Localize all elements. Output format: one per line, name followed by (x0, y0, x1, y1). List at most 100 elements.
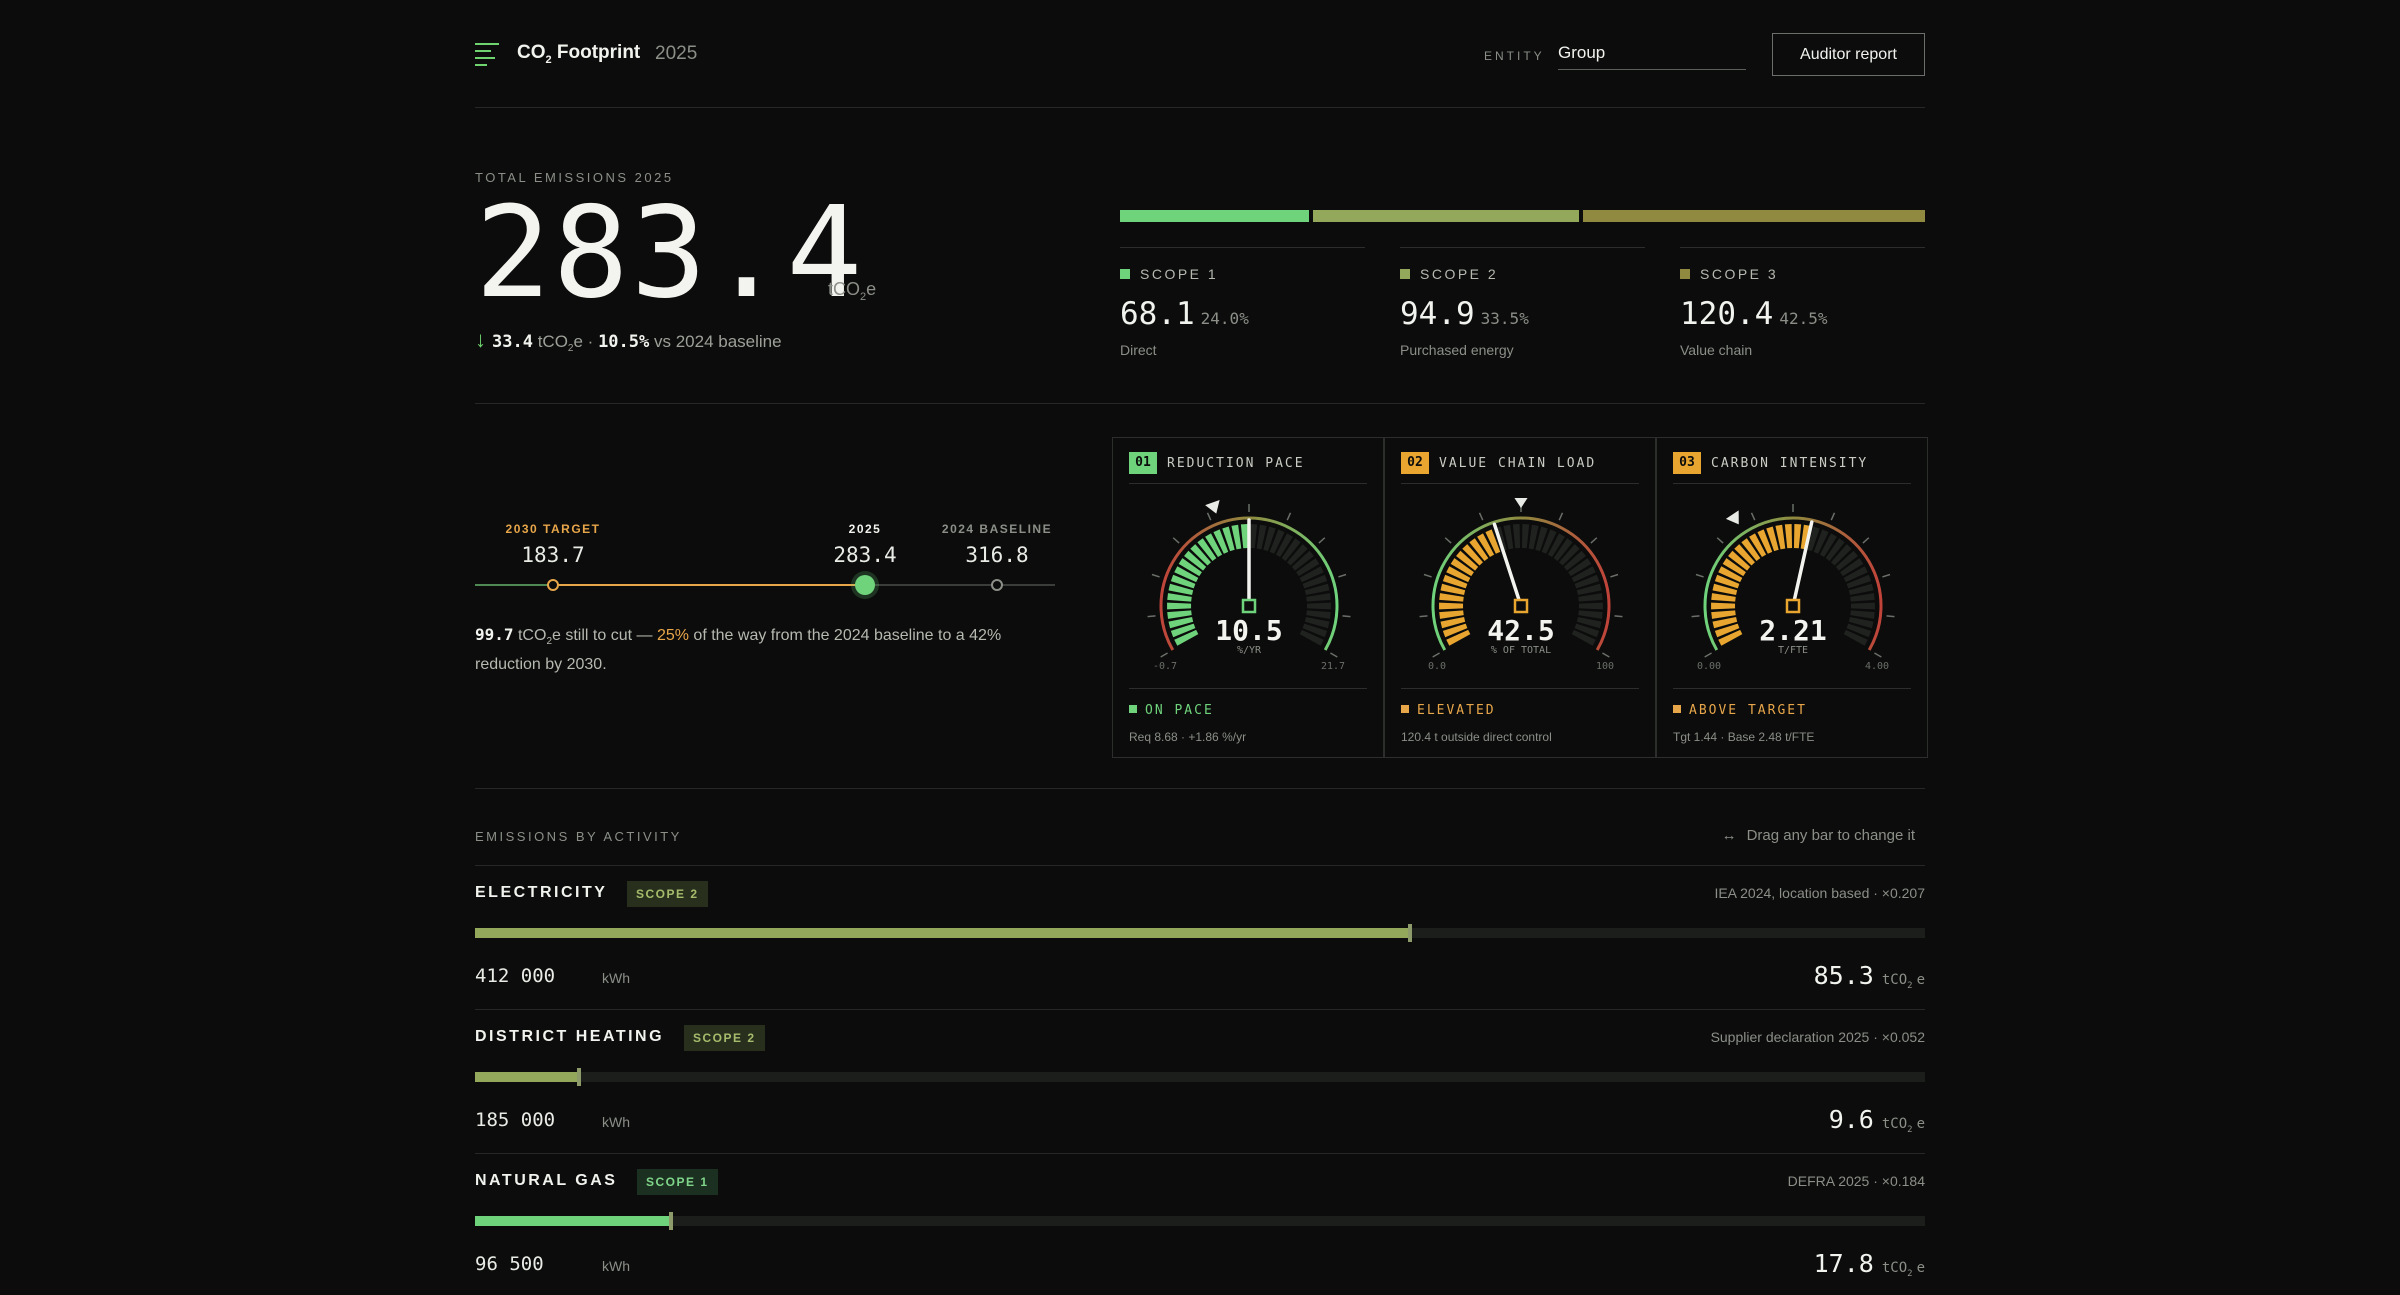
gauge-needle (1791, 520, 1814, 608)
current-marker[interactable] (855, 575, 875, 595)
emission-factor-source: DEFRA 2025 · ×0.184 (1787, 1173, 1925, 1189)
gauge-segment (1734, 544, 1755, 566)
down-arrow-icon: ↓ (475, 327, 486, 352)
baseline-marker (991, 579, 1003, 591)
gauge-scale-arc (1703, 516, 1883, 651)
activity-slider[interactable] (475, 1212, 1925, 1230)
gauge-segment (1825, 538, 1845, 561)
gauge-segment (1442, 574, 1468, 589)
gauge-segment (1446, 566, 1471, 583)
gauge-segment (1439, 602, 1464, 610)
gauge-footer: ELEVATED 120.4 t outside direct control (1401, 688, 1639, 744)
gauge-hub (1513, 598, 1529, 614)
scope-swatch (1680, 269, 1690, 279)
gauge-tick (1862, 537, 1870, 544)
slider-handle[interactable] (1408, 924, 1413, 942)
gauge-tick (1882, 573, 1891, 578)
gauge-tick (1704, 652, 1712, 658)
gauge-tick (1590, 537, 1598, 544)
gauge-segment (1553, 538, 1573, 561)
target-value: 183.7 (521, 543, 585, 567)
target-segment (475, 584, 553, 586)
remaining-segment (865, 584, 1055, 586)
activity-unit: kWh (602, 970, 630, 986)
gauge-number: 01 (1129, 452, 1157, 474)
activity-title: EMISSIONS BY ACTIVITY (475, 829, 682, 844)
slider-handle[interactable] (668, 1212, 673, 1230)
gauge-segment (1213, 529, 1229, 554)
gauge-segment (1306, 610, 1331, 619)
drag-icon: ↔ (1721, 827, 1737, 844)
gauge-tick (1478, 512, 1484, 521)
gauge-status: ON PACE (1129, 703, 1367, 718)
activity-quantity: 412 000 (475, 965, 556, 987)
activity-slider[interactable] (475, 924, 1925, 942)
gauge-segment (1714, 574, 1740, 589)
gauge-segment (1281, 538, 1301, 561)
scope-name: SCOPE 2 (1400, 266, 1645, 282)
gauge-hub (1241, 598, 1257, 614)
trajectory-summary: 99.7 tCO2e still to cut — 25% of the way… (475, 625, 1002, 674)
gauge-segment (1287, 544, 1308, 566)
gauge-segment (1222, 526, 1235, 552)
gauge-segment (1766, 526, 1779, 552)
emission-factor-source: Supplier declaration 2025 · ×0.052 (1710, 1029, 1925, 1045)
gauge-segment (1174, 629, 1199, 646)
gauge-tick (1610, 573, 1619, 578)
activity-unit: kWh (602, 1114, 630, 1130)
gauge-target-marker (1205, 500, 1220, 514)
total-emissions-value: 283.4 (475, 179, 865, 326)
gauge-value: 42.5 (1487, 614, 1554, 647)
gauge-segment (1167, 602, 1192, 610)
gauge-panel: 01 REDUCTION PACE ON PACE Req 8.68 · +1.86 … (1112, 437, 1384, 758)
gauge-segment (1446, 629, 1471, 646)
gauge-tick (1147, 615, 1156, 618)
scope-value: 68.1 24.0% (1120, 296, 1249, 332)
auditor-report-button[interactable]: Auditor report (1772, 33, 1925, 76)
gauge-status: ELEVATED (1401, 703, 1639, 718)
gauge-segment (1718, 629, 1743, 646)
gauge-segment (1442, 623, 1468, 638)
activity-name: DISTRICT HEATING (475, 1028, 665, 1045)
gauge-tick (1432, 652, 1440, 658)
gauge-footer: ABOVE TARGET Tgt 1.44 · Base 2.48 t/FTE (1673, 688, 1911, 744)
gauge-tick (1206, 512, 1212, 521)
gauge-segment (1850, 593, 1875, 602)
scope-swatch (1120, 269, 1130, 279)
gauge-title: VALUE CHAIN LOAD (1439, 456, 1597, 471)
gauge-status: ABOVE TARGET (1673, 703, 1911, 718)
scope-card: SCOPE 3 120.4 42.5% Value chain (1680, 247, 1925, 358)
gauge-segment (1167, 593, 1192, 602)
gauge-tick (1614, 615, 1623, 618)
gauge-segment (1578, 610, 1603, 619)
gauge-title: REDUCTION PACE (1167, 456, 1305, 471)
gauge-segment (1793, 524, 1802, 549)
gauge-segment (1190, 544, 1211, 566)
gauge-segment (1714, 623, 1740, 638)
gauge-segment (1528, 524, 1539, 550)
gauge-tick (1342, 615, 1351, 618)
gauge-segment (1462, 544, 1483, 566)
divider (475, 107, 1925, 108)
gauge-segment (1831, 544, 1852, 566)
gauge-target-marker (1725, 510, 1739, 525)
gauge-segment (1249, 524, 1258, 549)
gauge-segment (1535, 526, 1548, 552)
activity-slider-fill (475, 1216, 671, 1226)
entity-select[interactable]: Group (1558, 39, 1746, 70)
menu-icon[interactable] (475, 41, 499, 67)
emission-factor-source: IEA 2024, location based · ×0.207 (1714, 885, 1925, 901)
gauge-segment (1722, 558, 1746, 577)
gauge-value: 10.5 (1215, 614, 1282, 647)
gauge-dial: 2.21T/FTE 0.00 4.00 (1691, 504, 1895, 672)
gauge-segment (1559, 544, 1580, 566)
gauge-segment (1741, 538, 1761, 561)
gauge-segment (1574, 574, 1600, 589)
gauge-tick (1286, 512, 1292, 521)
activity-slider[interactable] (475, 1068, 1925, 1086)
gauge-segment (1568, 558, 1592, 577)
activity-row: ELECTRICITY SCOPE 2 IEA 2024, location bas… (475, 865, 1925, 1009)
slider-handle[interactable] (577, 1068, 582, 1086)
gauge-tick (1330, 652, 1338, 658)
gauge-number: 03 (1673, 452, 1701, 474)
